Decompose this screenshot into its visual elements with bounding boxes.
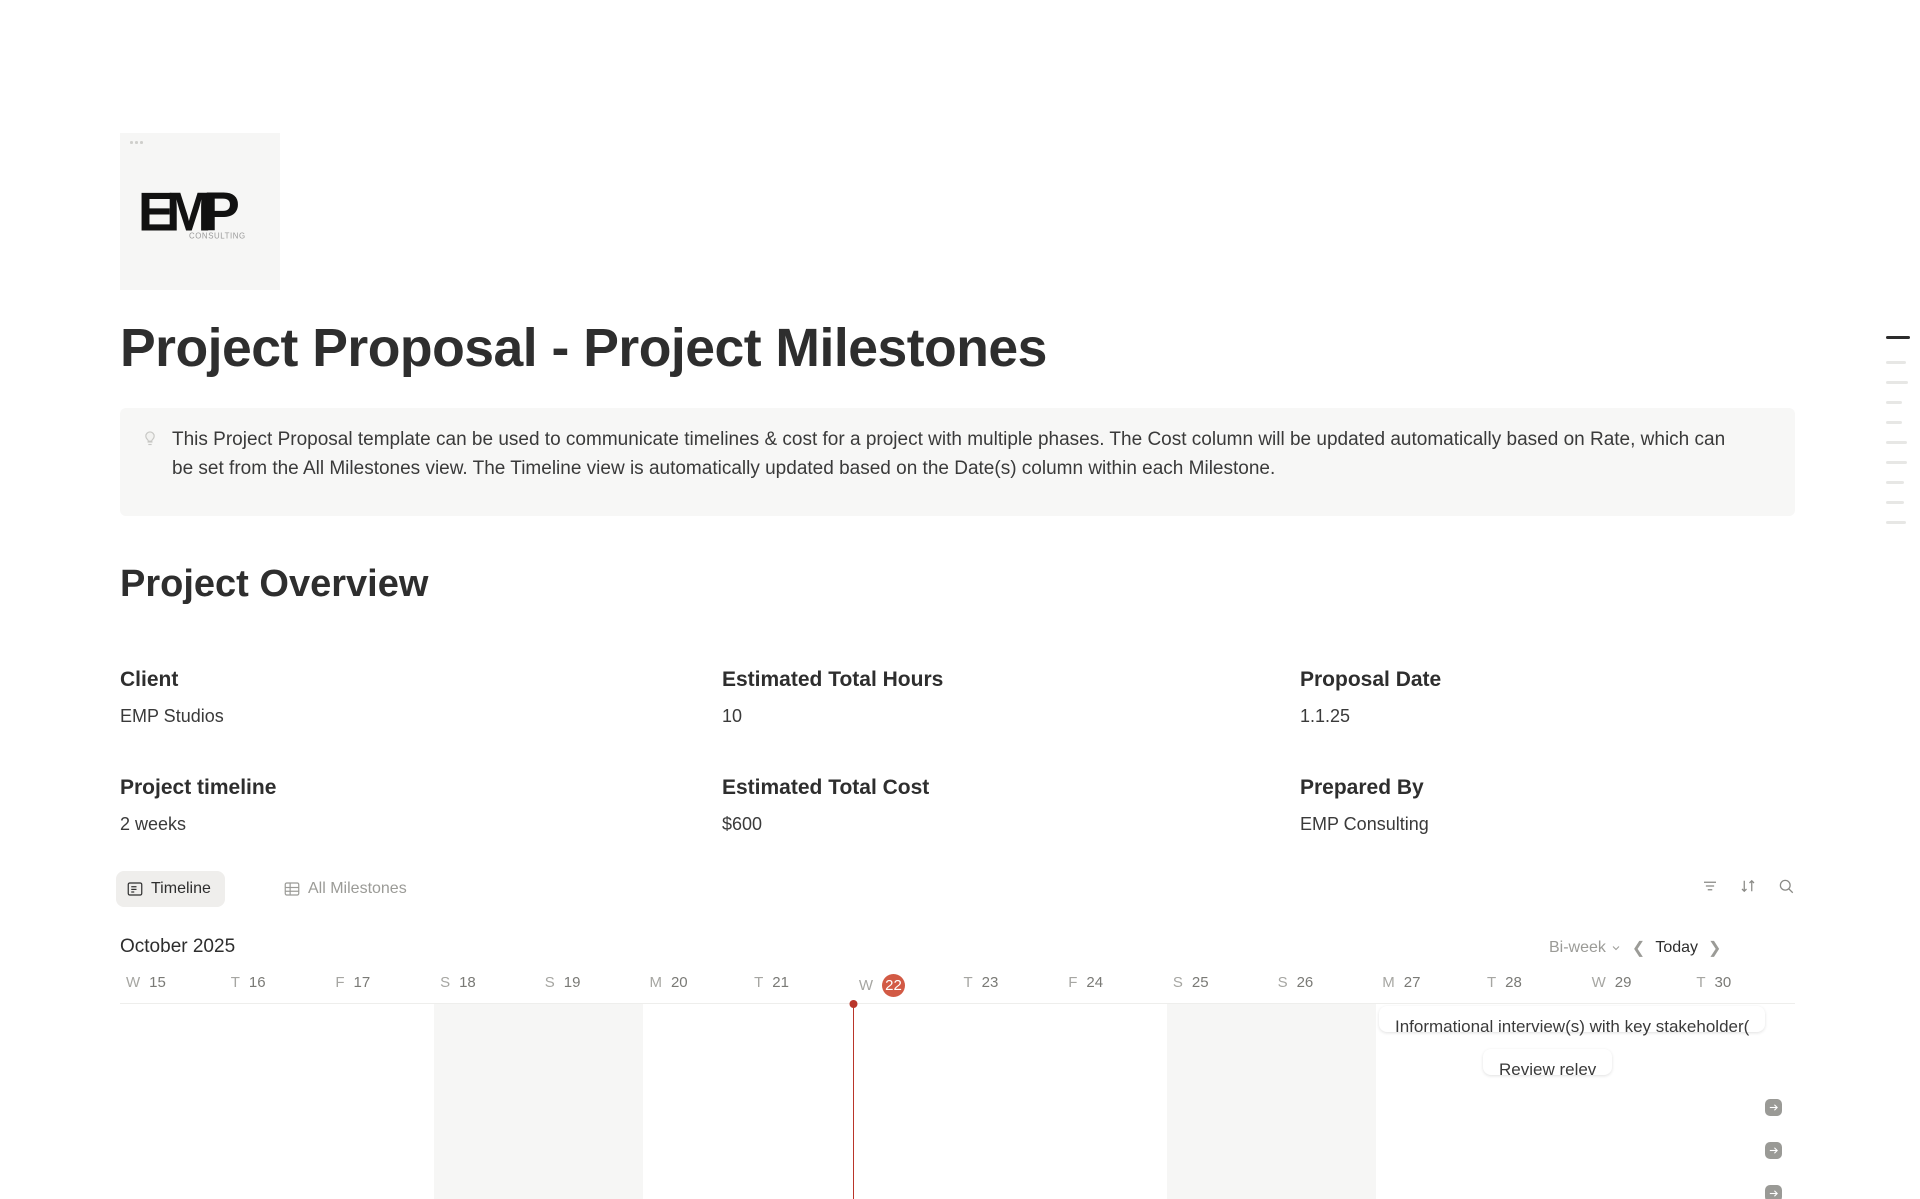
- svg-text:CONSULTING: CONSULTING: [189, 231, 246, 240]
